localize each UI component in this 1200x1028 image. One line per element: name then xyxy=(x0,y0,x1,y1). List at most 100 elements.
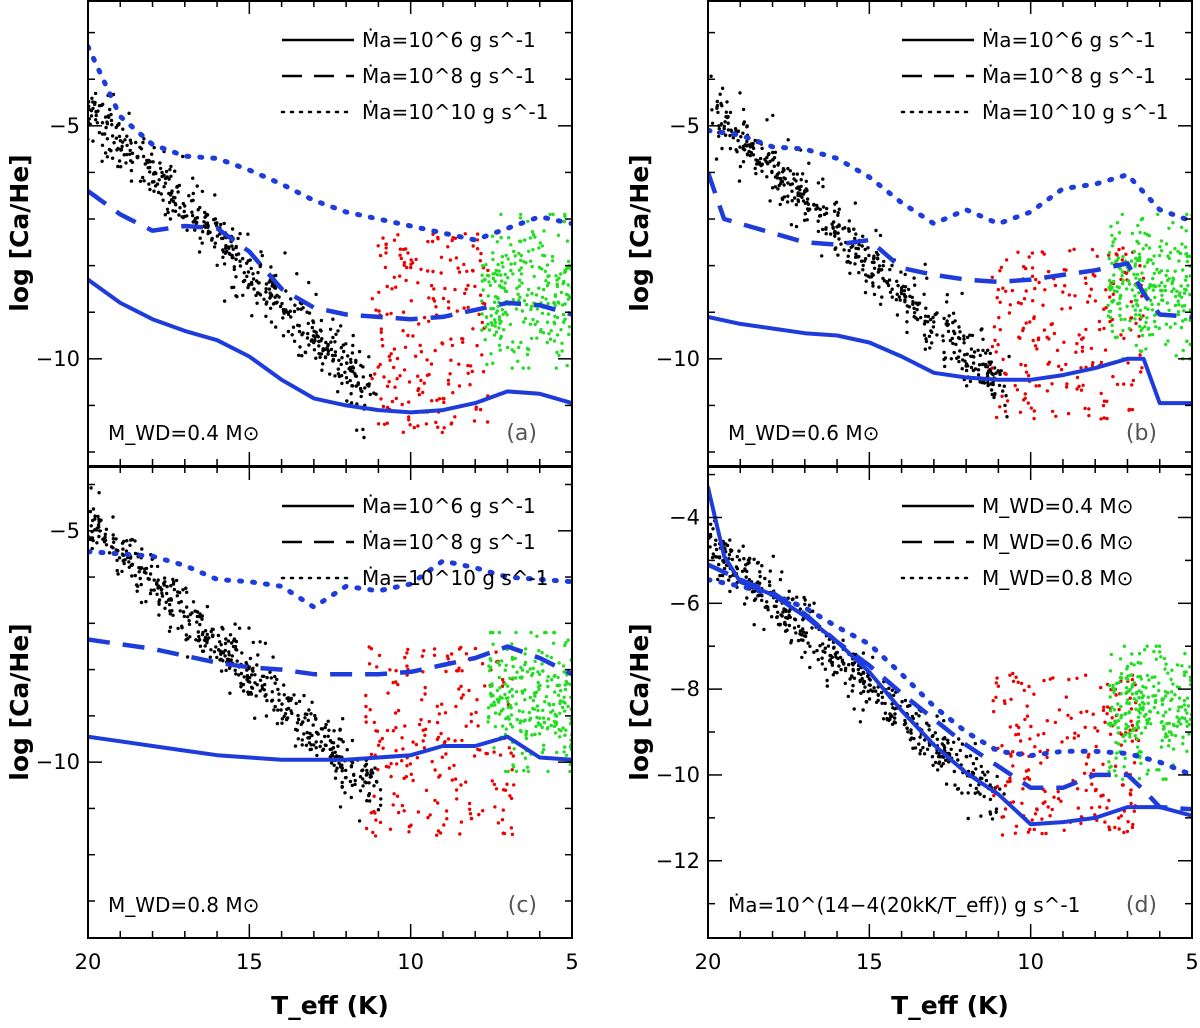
data-point xyxy=(457,270,462,274)
data-point xyxy=(760,593,764,598)
data-point xyxy=(290,333,294,337)
data-point xyxy=(1043,789,1047,794)
data-point xyxy=(1118,657,1123,661)
data-point xyxy=(509,268,513,273)
data-point xyxy=(454,256,459,260)
data-point xyxy=(1108,695,1112,699)
data-point xyxy=(522,320,526,324)
data-point xyxy=(232,267,236,272)
data-point xyxy=(1141,278,1145,283)
data-point xyxy=(946,738,950,742)
data-point xyxy=(109,118,114,123)
data-point xyxy=(884,280,889,284)
data-point xyxy=(496,660,500,665)
data-point xyxy=(378,362,382,367)
data-point xyxy=(124,161,128,165)
data-point xyxy=(831,673,835,677)
data-point xyxy=(984,778,989,783)
data-point xyxy=(365,771,369,775)
data-point xyxy=(499,212,503,217)
data-point xyxy=(455,669,459,673)
data-point xyxy=(842,248,846,252)
data-point xyxy=(1150,308,1155,312)
data-point xyxy=(1117,742,1121,746)
data-point xyxy=(1033,344,1038,348)
data-point xyxy=(185,655,190,659)
data-point xyxy=(234,275,238,279)
data-point xyxy=(962,334,966,338)
data-point xyxy=(880,295,884,299)
data-point xyxy=(525,352,530,357)
data-point xyxy=(1079,388,1084,392)
legend-label: Ṁa=10^8 g s^-1 xyxy=(362,530,536,554)
data-point xyxy=(1032,409,1037,413)
data-point xyxy=(298,345,302,349)
data-point xyxy=(150,152,154,156)
data-point xyxy=(1121,246,1125,250)
data-point xyxy=(341,717,345,721)
data-point xyxy=(1170,733,1174,737)
data-point xyxy=(1115,335,1119,339)
data-point xyxy=(981,337,985,341)
data-point xyxy=(915,307,919,312)
data-point xyxy=(303,350,308,355)
data-point xyxy=(941,334,945,338)
data-point xyxy=(315,731,319,735)
data-point xyxy=(264,314,268,318)
data-point xyxy=(1102,705,1106,709)
data-point xyxy=(221,236,225,241)
data-point xyxy=(307,343,311,347)
data-point xyxy=(549,655,553,660)
data-point xyxy=(1129,316,1134,320)
data-point xyxy=(1099,360,1104,365)
data-point xyxy=(1125,667,1129,671)
data-point xyxy=(770,158,775,162)
data-point xyxy=(903,272,907,277)
data-point xyxy=(566,283,570,287)
data-point xyxy=(796,638,801,643)
data-point xyxy=(1136,303,1140,308)
data-point xyxy=(544,279,548,283)
data-point xyxy=(401,310,406,314)
data-point xyxy=(423,685,427,690)
data-point xyxy=(555,350,559,355)
data-point xyxy=(1003,403,1007,408)
data-point xyxy=(323,734,327,739)
data-point xyxy=(1163,667,1167,671)
data-point xyxy=(167,602,172,607)
data-point xyxy=(215,221,219,225)
data-point xyxy=(378,253,383,258)
data-point xyxy=(334,769,338,773)
data-point xyxy=(100,132,105,136)
data-point xyxy=(1124,686,1129,690)
data-point xyxy=(1118,267,1123,271)
data-point xyxy=(1138,674,1143,679)
data-point xyxy=(1031,299,1035,303)
data-point xyxy=(543,700,547,704)
data-point xyxy=(1177,303,1181,307)
data-point xyxy=(1170,690,1174,694)
data-point xyxy=(994,371,998,375)
data-point xyxy=(736,138,740,143)
data-point xyxy=(419,350,424,354)
data-point xyxy=(436,425,440,429)
data-point xyxy=(1130,825,1135,830)
data-point xyxy=(767,580,772,584)
data-point xyxy=(335,766,339,770)
data-point xyxy=(480,353,484,357)
data-point xyxy=(1115,289,1119,294)
data-point xyxy=(239,671,244,676)
data-point xyxy=(143,567,147,571)
data-point xyxy=(956,355,961,359)
data-point xyxy=(491,630,495,635)
data-point xyxy=(1145,772,1149,776)
data-point xyxy=(304,743,309,747)
data-point xyxy=(1081,336,1085,340)
data-point xyxy=(259,250,263,254)
data-point xyxy=(466,283,470,288)
data-point xyxy=(1179,225,1184,229)
data-point xyxy=(1043,800,1047,804)
data-point xyxy=(439,255,444,259)
data-point xyxy=(250,282,254,286)
data-point xyxy=(335,754,339,758)
